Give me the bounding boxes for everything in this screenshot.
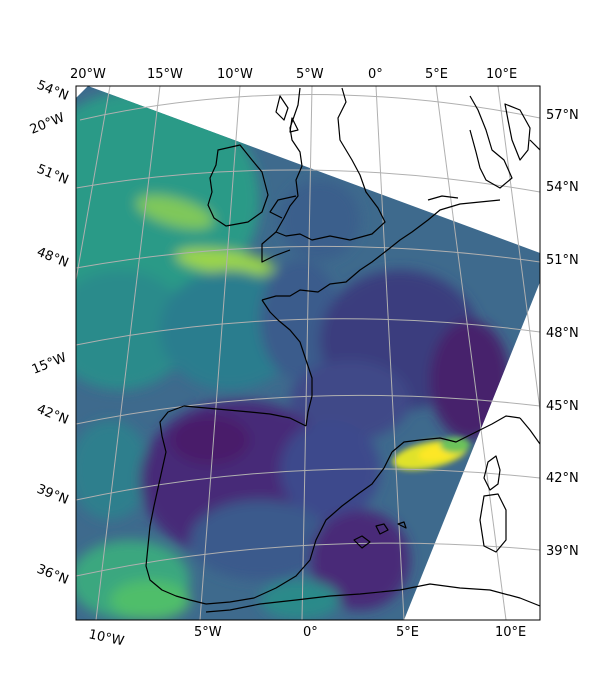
data-swath xyxy=(76,86,540,620)
top-label-0: 0° xyxy=(368,67,383,82)
left-label-48n: 48°N xyxy=(35,245,71,271)
left-label-20w: 20°W xyxy=(28,110,67,137)
top-label-5e: 5°E xyxy=(425,67,448,82)
top-label-5w: 5°W xyxy=(296,67,324,82)
bottom-label-10e: 10°E xyxy=(495,625,526,640)
top-tick-labels: 20°W 15°W 10°W 5°W 0° 5°E 10°E xyxy=(70,67,517,82)
left-label-15w: 15°W xyxy=(30,350,69,377)
left-label-42n: 42°N xyxy=(35,402,71,428)
left-tick-labels: 54°N 20°W 51°N 48°N 15°W 42°N 39°N 36°N xyxy=(28,78,71,588)
right-label-42n: 42°N xyxy=(546,471,579,486)
top-label-20w: 20°W xyxy=(70,67,106,82)
bottom-label-5w: 5°W xyxy=(194,625,222,640)
bottom-label-5e: 5°E xyxy=(396,625,419,640)
left-label-54n: 54°N xyxy=(35,78,71,104)
right-label-57n: 57°N xyxy=(546,108,579,123)
bottom-label-0: 0° xyxy=(303,625,318,640)
left-label-39n: 39°N xyxy=(35,482,71,508)
right-label-45n: 45°N xyxy=(546,399,579,414)
bottom-tick-labels: 10°W 5°W 0° 5°E 10°E xyxy=(87,625,526,649)
top-label-10e: 10°E xyxy=(486,67,517,82)
map-frame xyxy=(75,85,541,621)
top-label-15w: 15°W xyxy=(147,67,183,82)
right-label-51n: 51°N xyxy=(546,253,579,268)
right-tick-labels: 57°N 54°N 51°N 48°N 45°N 42°N 39°N xyxy=(546,108,579,559)
right-label-39n: 39°N xyxy=(546,544,579,559)
graticule xyxy=(76,86,540,620)
bottom-label-10w: 10°W xyxy=(87,627,125,649)
top-label-10w: 10°W xyxy=(217,67,253,82)
coastlines xyxy=(145,87,540,613)
left-label-51n: 51°N xyxy=(35,162,71,188)
left-label-36n: 36°N xyxy=(35,562,71,588)
right-label-54n: 54°N xyxy=(546,180,579,195)
right-label-48n: 48°N xyxy=(546,326,579,341)
